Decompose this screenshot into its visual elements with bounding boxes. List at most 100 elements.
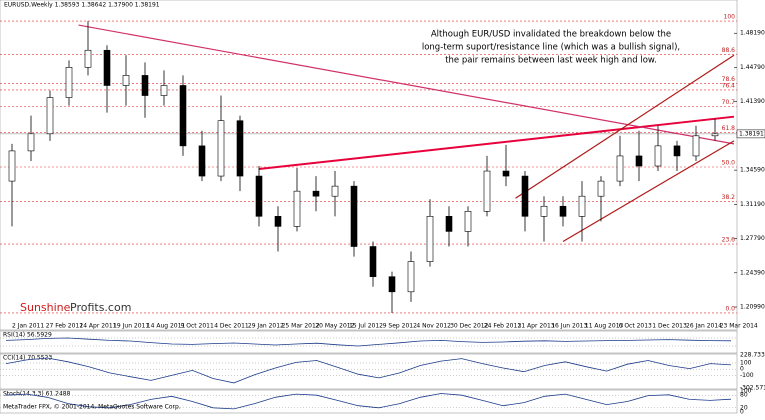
x-tick-label: 9 Oct 2011 [181, 323, 214, 330]
x-tick-label: 11 Aug 2013 [585, 323, 624, 330]
logo-text: Profits.com [70, 301, 131, 314]
x-tick-label: 29 Jan 2012 [248, 323, 284, 330]
x-tick-label: 30 Dec 2012 [450, 323, 489, 330]
candle-body [103, 49, 111, 86]
candle-body [426, 216, 434, 262]
indicator-tick-label: 100 [740, 359, 752, 366]
indicator-tick-label: -302.571 [740, 385, 765, 392]
candle-body [578, 195, 586, 217]
candle-body [274, 216, 282, 227]
x-tick-label: 20 May 2012 [315, 323, 354, 330]
indicator-tick-label: 0 [740, 366, 744, 373]
candle-body [236, 120, 244, 177]
x-tick-label: 4 Dec 2011 [214, 323, 249, 330]
x-tick-label: 21 Apr 2013 [518, 323, 555, 330]
x-tick-label: 4 Nov 2012 [416, 323, 451, 330]
y-tick-label: 1.24390 [740, 269, 765, 276]
indicator-tick-label: 100 [740, 388, 752, 395]
indicator-tick-label: 0 [740, 409, 744, 416]
indicator-label: CCI(14) 70.5523 [3, 355, 52, 362]
candle-body [369, 246, 377, 278]
fib-label: 23.6 [722, 237, 736, 244]
candle-body [46, 97, 54, 135]
x-tick-label: 9 Sep 2012 [383, 323, 417, 330]
chart-title: EURUSD,Weekly 1.38593 1.38642 1.37900 1.… [4, 2, 160, 9]
x-tick-label: 2 Jan 2011 [12, 323, 44, 330]
y-tick-label: 1.41390 [740, 98, 765, 105]
candle-body [540, 205, 548, 217]
fib-label: 61.8 [722, 125, 736, 132]
candle-body [559, 205, 567, 217]
candle-body [407, 261, 415, 293]
candle-body [84, 49, 92, 68]
logo-text: Sunshine [20, 301, 71, 314]
candle-body [464, 210, 472, 232]
candle-body [217, 120, 225, 177]
indicator-panel [0, 353, 738, 390]
candle-body [502, 170, 510, 177]
x-tick-label: 25 Mar 2012 [282, 323, 320, 330]
x-tick-label: 26 Jan 2014 [686, 323, 722, 330]
candle-body [711, 133, 719, 137]
annotation: the pair remains between last week high … [445, 56, 657, 66]
current-price-box [736, 129, 765, 139]
candle-body [8, 150, 16, 182]
candle-body [312, 190, 320, 197]
candle-body [198, 145, 206, 177]
x-tick-label: 16 Jun 2013 [551, 323, 587, 330]
x-tick-label: 23 Mar 2014 [720, 323, 758, 330]
y-tick-label: 1.20990 [740, 304, 765, 311]
indicator-tick-label: 20 [740, 404, 748, 411]
indicator-tick-label: 80 [740, 392, 748, 399]
indicator-line [5, 393, 732, 410]
x-tick-label: 27 Feb 2011 [46, 323, 84, 330]
fib-label: 88.6 [722, 47, 736, 54]
footer: MetaTrader FPX, © 2001-2014, MetaQuotes … [3, 404, 181, 411]
indicator-line [5, 357, 732, 384]
indicator-line [5, 337, 732, 347]
fib-label: 70.7 [722, 99, 736, 106]
candle-body [445, 216, 453, 232]
trendline [258, 115, 735, 171]
candle-body [122, 75, 130, 86]
x-tick-label: 6 Oct 2013 [619, 323, 652, 330]
fib-label: 50.0 [722, 160, 736, 167]
candle-body [350, 185, 358, 247]
y-tick-label: 1.44790 [740, 64, 765, 71]
candle-body [521, 175, 529, 217]
fib-label: 38.2 [722, 194, 736, 201]
fib-label: 78.6 [722, 76, 736, 83]
fib-label: 100 [724, 14, 736, 21]
candle-body [597, 180, 605, 197]
x-tick-label: 1 Dec 2013 [652, 323, 687, 330]
current-price-label: 1.38191 [739, 130, 764, 137]
indicator-tick-label: -100 [740, 372, 754, 379]
indicator-panel [0, 330, 738, 354]
candle-body [255, 175, 263, 217]
x-tick-label: 19 Jun 2011 [113, 323, 149, 330]
y-tick-label: 1.48190 [740, 30, 765, 37]
indicator-label: Stoch(14,3,3) 61.2488 [3, 391, 71, 398]
trendline [562, 140, 735, 243]
indicator-panel [0, 389, 738, 414]
candle-body [65, 67, 73, 98]
y-tick-label: 1.27790 [740, 235, 765, 242]
trendline [78, 24, 735, 145]
x-tick-label: 24 Apr 2011 [79, 323, 116, 330]
x-tick-label: 14 Aug 2011 [147, 323, 186, 330]
x-tick-label: 15 Jul 2012 [349, 323, 383, 330]
candle-body [635, 155, 643, 167]
fib-label: 76.4 [722, 82, 736, 89]
candle-body [388, 276, 396, 293]
y-tick-label: 1.31190 [740, 201, 765, 208]
fib-label: 0.0 [725, 305, 735, 312]
annotation: long-term suport/resistance line (which … [422, 43, 680, 53]
candle-body [616, 155, 624, 182]
candle-body [673, 145, 681, 157]
y-tick-label: 1.34590 [740, 167, 765, 174]
candle-body [483, 170, 491, 212]
candle-body [331, 185, 339, 197]
annotation: Although EUR/USD invalidated the breakdo… [431, 30, 671, 40]
candle-body [692, 135, 700, 157]
